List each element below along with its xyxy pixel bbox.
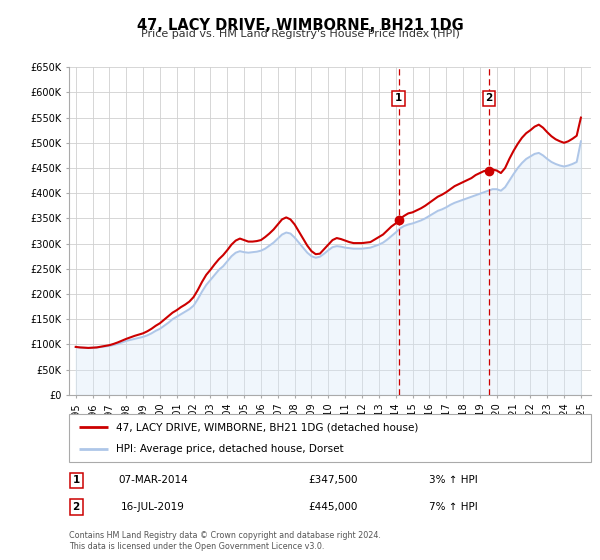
Text: Contains HM Land Registry data © Crown copyright and database right 2024.: Contains HM Land Registry data © Crown c… [69, 531, 381, 540]
Text: This data is licensed under the Open Government Licence v3.0.: This data is licensed under the Open Gov… [69, 542, 325, 550]
Text: 47, LACY DRIVE, WIMBORNE, BH21 1DG: 47, LACY DRIVE, WIMBORNE, BH21 1DG [137, 18, 463, 33]
Text: 47, LACY DRIVE, WIMBORNE, BH21 1DG (detached house): 47, LACY DRIVE, WIMBORNE, BH21 1DG (deta… [116, 422, 418, 432]
Text: 16-JUL-2019: 16-JUL-2019 [121, 502, 185, 512]
Text: 3% ↑ HPI: 3% ↑ HPI [428, 475, 478, 486]
Text: 2: 2 [485, 94, 493, 104]
Text: 2: 2 [73, 502, 80, 512]
Text: Price paid vs. HM Land Registry's House Price Index (HPI): Price paid vs. HM Land Registry's House … [140, 29, 460, 39]
Text: 1: 1 [73, 475, 80, 486]
Text: 7% ↑ HPI: 7% ↑ HPI [428, 502, 478, 512]
FancyBboxPatch shape [69, 414, 591, 462]
Text: £445,000: £445,000 [308, 502, 358, 512]
Text: £347,500: £347,500 [308, 475, 358, 486]
Text: 07-MAR-2014: 07-MAR-2014 [118, 475, 188, 486]
Text: 1: 1 [395, 94, 403, 104]
Text: HPI: Average price, detached house, Dorset: HPI: Average price, detached house, Dors… [116, 444, 344, 454]
